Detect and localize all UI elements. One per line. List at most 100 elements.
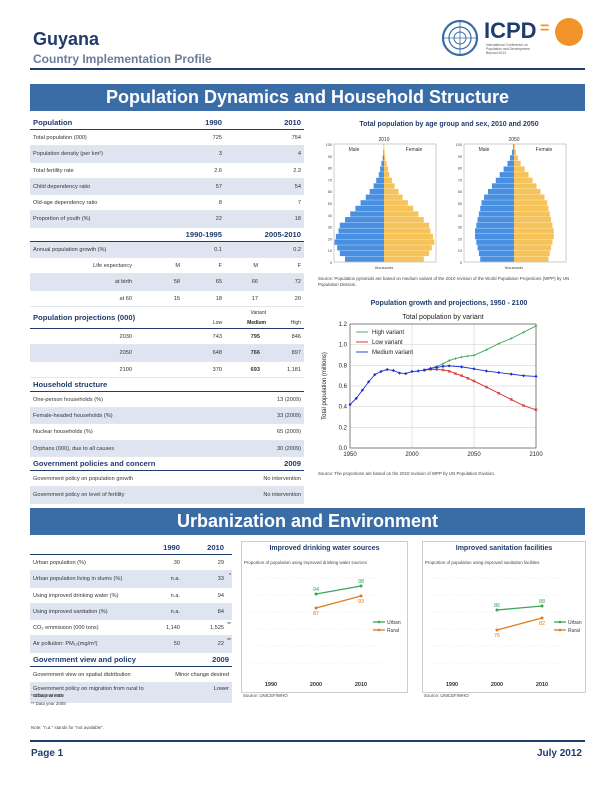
pyramid-bar-female bbox=[514, 250, 550, 257]
row-label: One-person households (%) bbox=[33, 396, 103, 403]
policy-year: 2009 bbox=[284, 459, 301, 469]
data-label: 82 bbox=[539, 621, 545, 627]
col-1990: 1990 bbox=[163, 543, 180, 552]
growth-y-tick: 0.8 bbox=[339, 363, 348, 369]
pyramid-age-tick: 100 bbox=[326, 143, 332, 147]
row-label: at birth bbox=[114, 279, 132, 286]
growth-point bbox=[447, 364, 451, 368]
row-v2: 754 bbox=[291, 135, 301, 141]
pyramid-age-tick: 40 bbox=[328, 214, 332, 218]
row-low: 648 bbox=[212, 350, 222, 357]
period-header: 1990-1995 2005-2010 bbox=[30, 228, 304, 242]
section-banner-population: Population Dynamics and Household Struct… bbox=[30, 84, 585, 111]
pyramid-bar-male bbox=[373, 183, 384, 189]
row-v2: 54 bbox=[294, 183, 301, 190]
country-title: Guyana bbox=[33, 29, 100, 49]
table-row: Nuclear households (%) 65 (2009) bbox=[30, 424, 304, 441]
x-tick: 2010 bbox=[536, 682, 548, 688]
data-point bbox=[495, 608, 499, 612]
legend-marker bbox=[558, 620, 562, 624]
pyramid-bar-male bbox=[476, 239, 514, 245]
growth-point bbox=[534, 324, 538, 328]
sanitation-source: Source: UNICEF/WHO bbox=[424, 693, 469, 698]
pyramid-bar-male bbox=[513, 144, 514, 150]
row-m2: 17 bbox=[251, 295, 258, 302]
pyramid-bar-male bbox=[484, 194, 514, 200]
pyramid-bar-female bbox=[514, 233, 554, 240]
growth-point bbox=[348, 403, 352, 407]
pyramid-bar-female bbox=[384, 239, 435, 245]
row-year: 2030 bbox=[119, 333, 132, 340]
series-line bbox=[496, 617, 543, 631]
icpd-logo-text: ICPD bbox=[484, 18, 537, 43]
pyramid-female-label: Female bbox=[536, 147, 553, 153]
page-subtitle: Country Implementation Profile bbox=[33, 52, 212, 66]
growth-legend-label: Low variant bbox=[372, 340, 403, 346]
row-value: 65 (2009) bbox=[277, 429, 301, 436]
water-title: Improved drinking water sources bbox=[269, 545, 380, 552]
pyramid-age-tick: 90 bbox=[458, 155, 462, 159]
pyramid-bar-female bbox=[384, 211, 419, 217]
col-1990: 1990 bbox=[205, 118, 222, 127]
growth-point bbox=[509, 398, 513, 401]
row-label: Urban population (%) bbox=[33, 560, 86, 566]
row-medium: 795 bbox=[250, 333, 260, 340]
pyramid-bar-male bbox=[345, 217, 384, 223]
pyramid-bar-male bbox=[477, 217, 514, 223]
water-source: Source: UNICEF/WHO bbox=[243, 693, 288, 698]
growth-title: Population growth and projections, 1950 … bbox=[370, 300, 528, 307]
row-v2: 84 bbox=[217, 608, 224, 615]
row-label: CO₂ emmission (000 tons) bbox=[33, 625, 99, 632]
row-v2: 4 bbox=[297, 151, 301, 158]
pyramid-bar-male bbox=[477, 245, 514, 251]
row-label: Using improved sanitation (%) bbox=[33, 608, 108, 615]
pyramid-bar-male bbox=[475, 228, 514, 234]
data-label: 76 bbox=[494, 633, 500, 639]
row-v1: 2.6 bbox=[214, 167, 222, 174]
view-header: Government view and policy 2009 bbox=[30, 653, 232, 667]
pyramid-bar-female bbox=[384, 250, 430, 257]
pyramid-x-label: thousands bbox=[375, 265, 393, 270]
pyramid-frame bbox=[463, 143, 567, 263]
pyramid-bar-female bbox=[384, 172, 390, 178]
row-label: Population density (per km²) bbox=[33, 151, 103, 158]
row-v1: n.a. bbox=[170, 576, 180, 583]
table-row: Female-headed households (%) 33 (2009) bbox=[30, 408, 304, 425]
table-row: Government view on spatial distribution M… bbox=[30, 667, 232, 684]
pyramid-year-label: 2010 bbox=[378, 137, 389, 143]
pyramid-source: Source: Population pyramids are based on… bbox=[318, 276, 570, 287]
row-label: Total population (000) bbox=[33, 135, 87, 141]
pyramid-age-tick: 0 bbox=[330, 261, 332, 265]
pyramid-bar-female bbox=[384, 155, 386, 161]
table-row: One-person households (%) 13 (2009) bbox=[30, 392, 304, 409]
growth-y-tick: 0.6 bbox=[339, 384, 348, 390]
table-row: Child dependency ratio 57 54 bbox=[30, 178, 304, 196]
footer-rule bbox=[30, 740, 585, 742]
pyramid-bar-male bbox=[481, 200, 514, 206]
table-row: Proportion of youth (%) 22 18 bbox=[30, 211, 304, 228]
pyramid-bar-female bbox=[384, 217, 424, 223]
pyramid-x-label: thousands bbox=[505, 265, 523, 270]
row-label: Annual population growth (%) bbox=[33, 246, 107, 253]
row-v2: 29 bbox=[217, 560, 224, 566]
pyramid-bar-male bbox=[507, 160, 514, 167]
row-v1: 8 bbox=[218, 200, 222, 207]
water-panel bbox=[241, 541, 408, 693]
row-v1: 30 bbox=[173, 560, 180, 566]
data-point bbox=[314, 592, 318, 596]
pyramid-age-tick: 80 bbox=[328, 167, 332, 171]
pyramid-bar-male bbox=[480, 256, 514, 262]
row-note: ** bbox=[227, 622, 231, 629]
legend-marker bbox=[558, 628, 562, 632]
pyramid-bar-male bbox=[382, 155, 384, 161]
pyramid-bar-female bbox=[384, 200, 408, 206]
row-high: 846 bbox=[291, 333, 301, 340]
table-row: Life expectancy M F M F bbox=[30, 258, 304, 275]
growth-point bbox=[398, 371, 402, 375]
legend-label: Rural bbox=[387, 628, 399, 634]
row-f1: 18 bbox=[215, 295, 222, 302]
page-number: Page 1 bbox=[31, 748, 64, 759]
icpd-logo-equals: = bbox=[540, 20, 550, 37]
col-f2: F bbox=[297, 263, 301, 270]
